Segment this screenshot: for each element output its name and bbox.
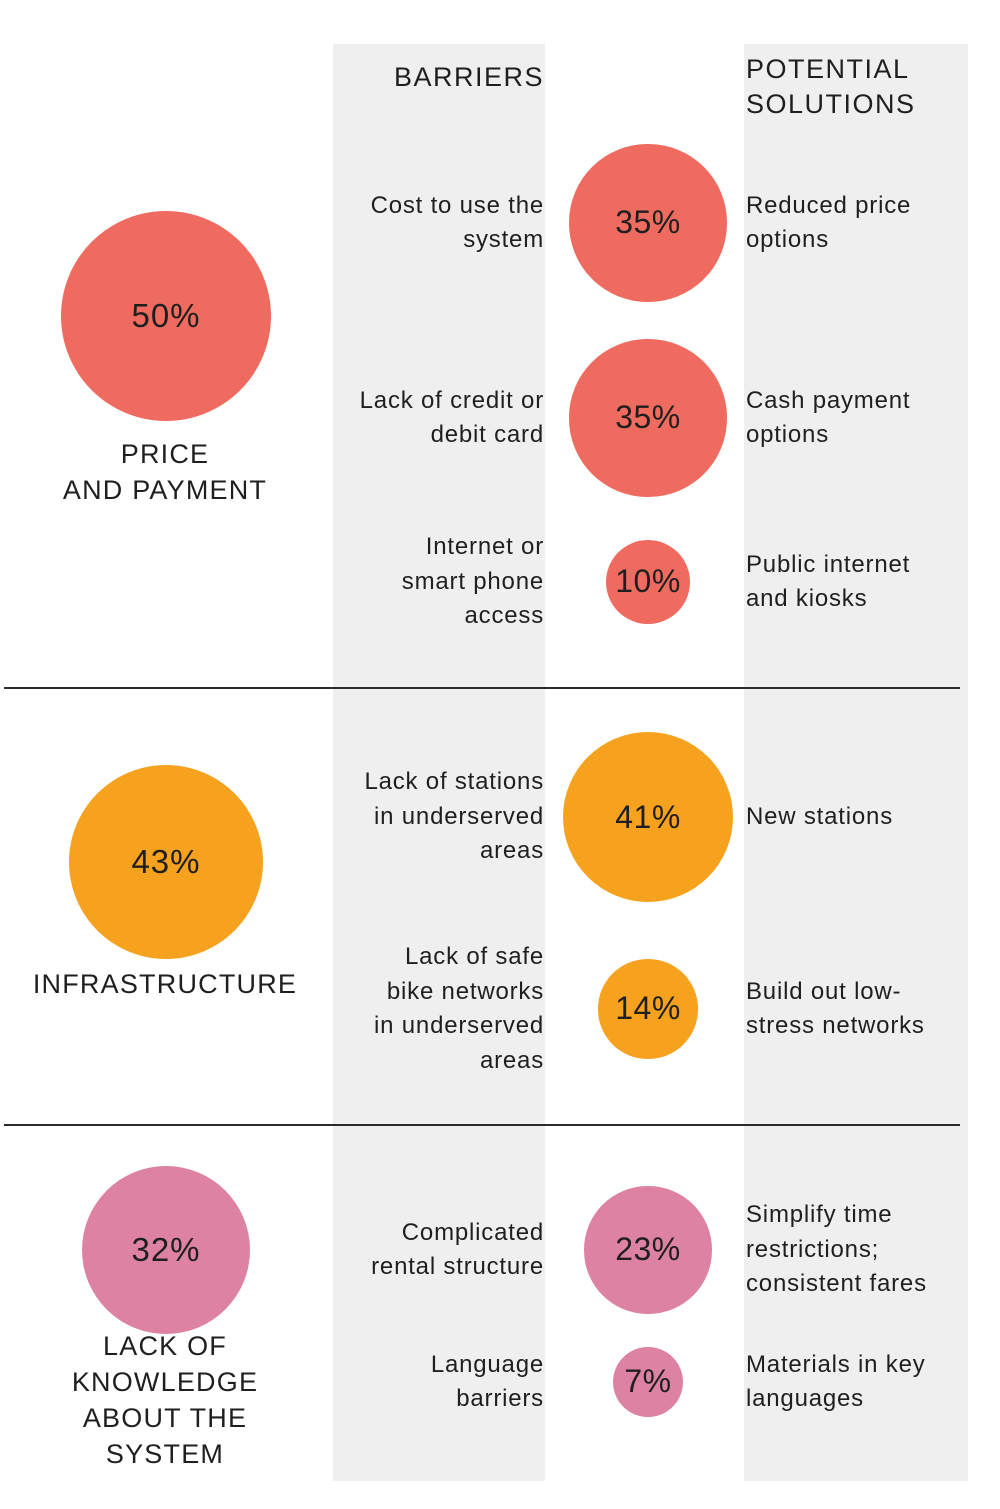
solutions-header: POTENTIAL SOLUTIONS xyxy=(746,52,986,122)
barrier-percentage-label: 23% xyxy=(615,1231,681,1268)
solutions-column-background xyxy=(744,44,968,1481)
solution-text: Reduced price options xyxy=(746,189,986,258)
barrier-text-line: Complicated xyxy=(401,1218,544,1246)
barrier-percentage-label: 10% xyxy=(615,563,681,600)
category-label: PRICE AND PAYMENT xyxy=(0,436,330,508)
solution-text-line: Build out low- xyxy=(746,977,902,1005)
barriers-header: BARRIERS xyxy=(393,62,544,92)
section-divider xyxy=(4,687,960,689)
barrier-text: Internet or smart phone access xyxy=(320,530,544,634)
solution-text-line: New stations xyxy=(746,802,893,830)
solution-text-line: stress networks xyxy=(746,1012,925,1039)
category-label-line: PRICE xyxy=(120,439,210,469)
barrier-text-line: debit card xyxy=(430,421,544,448)
section-divider xyxy=(4,1124,960,1126)
barrier-text: Language barriers xyxy=(320,1348,544,1417)
barrier-text-line: areas xyxy=(479,1046,544,1074)
barrier-text-line: in underserved xyxy=(374,802,544,830)
category-bubble: 43% xyxy=(68,764,264,960)
solution-text-line: consistent fares xyxy=(746,1270,927,1298)
solution-text-line: languages xyxy=(746,1385,864,1412)
barrier-bubble: 41% xyxy=(563,732,733,902)
solutions-header-line-2: SOLUTIONS xyxy=(746,89,916,119)
barrier-text-line: areas xyxy=(479,837,544,865)
solution-text-line: Cash payment xyxy=(746,386,911,414)
barrier-text-line: barriers xyxy=(456,1385,544,1412)
barrier-text: Complicated rental structure xyxy=(320,1216,544,1285)
barrier-percentage-label: 35% xyxy=(615,204,681,241)
solution-text-line: and kiosks xyxy=(746,585,868,612)
category-percentage-label: 43% xyxy=(131,842,201,880)
category-bubble: 32% xyxy=(82,1166,250,1334)
barrier-text-line: Language xyxy=(430,1350,544,1378)
barrier-percentage-label: 14% xyxy=(615,990,681,1027)
solution-text: Build out low-stress networks xyxy=(746,975,986,1044)
category-percentage-label: 32% xyxy=(131,1231,201,1268)
barrier-text-line: bike networks xyxy=(386,977,544,1005)
solution-text: Cash payment options xyxy=(746,384,986,453)
solution-text-line: Public internet xyxy=(746,550,911,578)
category-label-line: KNOWLEDGE xyxy=(71,1367,259,1397)
barrier-text-line: Lack of stations xyxy=(364,768,544,796)
barrier-percentage-label: 41% xyxy=(615,798,681,835)
solution-text: New stations xyxy=(746,800,986,835)
solution-text-line: options xyxy=(746,421,829,448)
category-percentage-label: 50% xyxy=(131,297,201,334)
category-label: INFRASTRUCTURE xyxy=(0,966,330,1002)
category-bubble: 50% xyxy=(61,211,271,421)
barrier-text-line: in underserved xyxy=(374,1012,544,1039)
barrier-bubble: 7% xyxy=(612,1346,684,1418)
category-label-line: INFRASTRUCTURE xyxy=(32,969,298,999)
barrier-text-line: smart phone xyxy=(401,567,544,595)
category-label: LACK OF KNOWLEDGE ABOUT THE SYSTEM xyxy=(0,1328,330,1472)
solution-text: Simplify time restrictions; consistent far… xyxy=(746,1198,986,1302)
solution-text-line: options xyxy=(746,226,829,253)
category-label-line: SYSTEM xyxy=(105,1439,225,1469)
solution-text-line: Reduced price xyxy=(746,191,912,219)
solutions-header-line-1: POTENTIAL xyxy=(746,54,910,84)
barrier-bubble: 10% xyxy=(606,540,690,624)
solution-text-line: restrictions; xyxy=(746,1235,880,1263)
barrier-bubble: 14% xyxy=(598,959,698,1059)
category-label-line: AND PAYMENT xyxy=(62,475,268,505)
barrier-text-line: system xyxy=(463,226,544,253)
barriers-column-background xyxy=(333,44,545,1481)
barrier-bubble: 35% xyxy=(569,144,727,302)
barrier-text-line: Lack of credit or xyxy=(359,386,544,414)
solution-text-line: Materials in key xyxy=(746,1350,926,1378)
barrier-text: Lack of credit or debit card xyxy=(320,384,544,453)
barrier-percentage-label: 35% xyxy=(615,399,681,436)
barrier-text-line: Lack of safe xyxy=(404,943,544,970)
barrier-text-line: access xyxy=(464,602,544,630)
barrier-text-line: Internet or xyxy=(425,533,544,561)
barrier-text-line: Cost to use the xyxy=(370,191,544,219)
barrier-bubble: 23% xyxy=(584,1186,712,1314)
barrier-percentage-label: 7% xyxy=(624,1363,672,1400)
category-label-line: LACK OF xyxy=(103,1331,227,1361)
barrier-bubble: 35% xyxy=(569,339,727,497)
barrier-text-line: rental structure xyxy=(371,1253,544,1280)
category-label-line: ABOUT THE xyxy=(82,1403,248,1433)
solution-text: Public internet and kiosks xyxy=(746,548,986,617)
barrier-text: Lack of safe bike networks in underserved a… xyxy=(320,940,544,1078)
barrier-text: Cost to use the system xyxy=(320,189,544,258)
barrier-text: Lack of stations in underserved areas xyxy=(320,765,544,869)
solution-text: Materials in key languages xyxy=(746,1348,986,1417)
solution-text-line: Simplify time xyxy=(746,1201,893,1229)
